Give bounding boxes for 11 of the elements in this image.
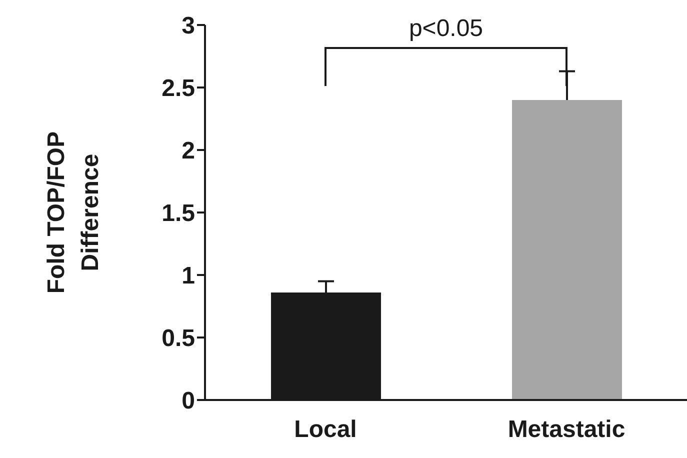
x-tick-label: Metastatic — [508, 416, 626, 444]
y-tick-label: 1.5 — [162, 200, 195, 228]
y-axis-title: Fold TOP/FOP Difference — [43, 131, 104, 294]
y-tick-label: 2.5 — [162, 75, 195, 102]
y-tick-label: 2 — [182, 138, 195, 165]
y-tick-label: 0 — [182, 388, 195, 415]
y-tick-label: 3 — [182, 12, 195, 40]
x-tick-label: Local — [294, 416, 357, 444]
y-tick-label: 0.5 — [162, 325, 195, 352]
y-tick-label: 1 — [182, 262, 195, 290]
annotation: p<0.05 — [408, 15, 484, 42]
